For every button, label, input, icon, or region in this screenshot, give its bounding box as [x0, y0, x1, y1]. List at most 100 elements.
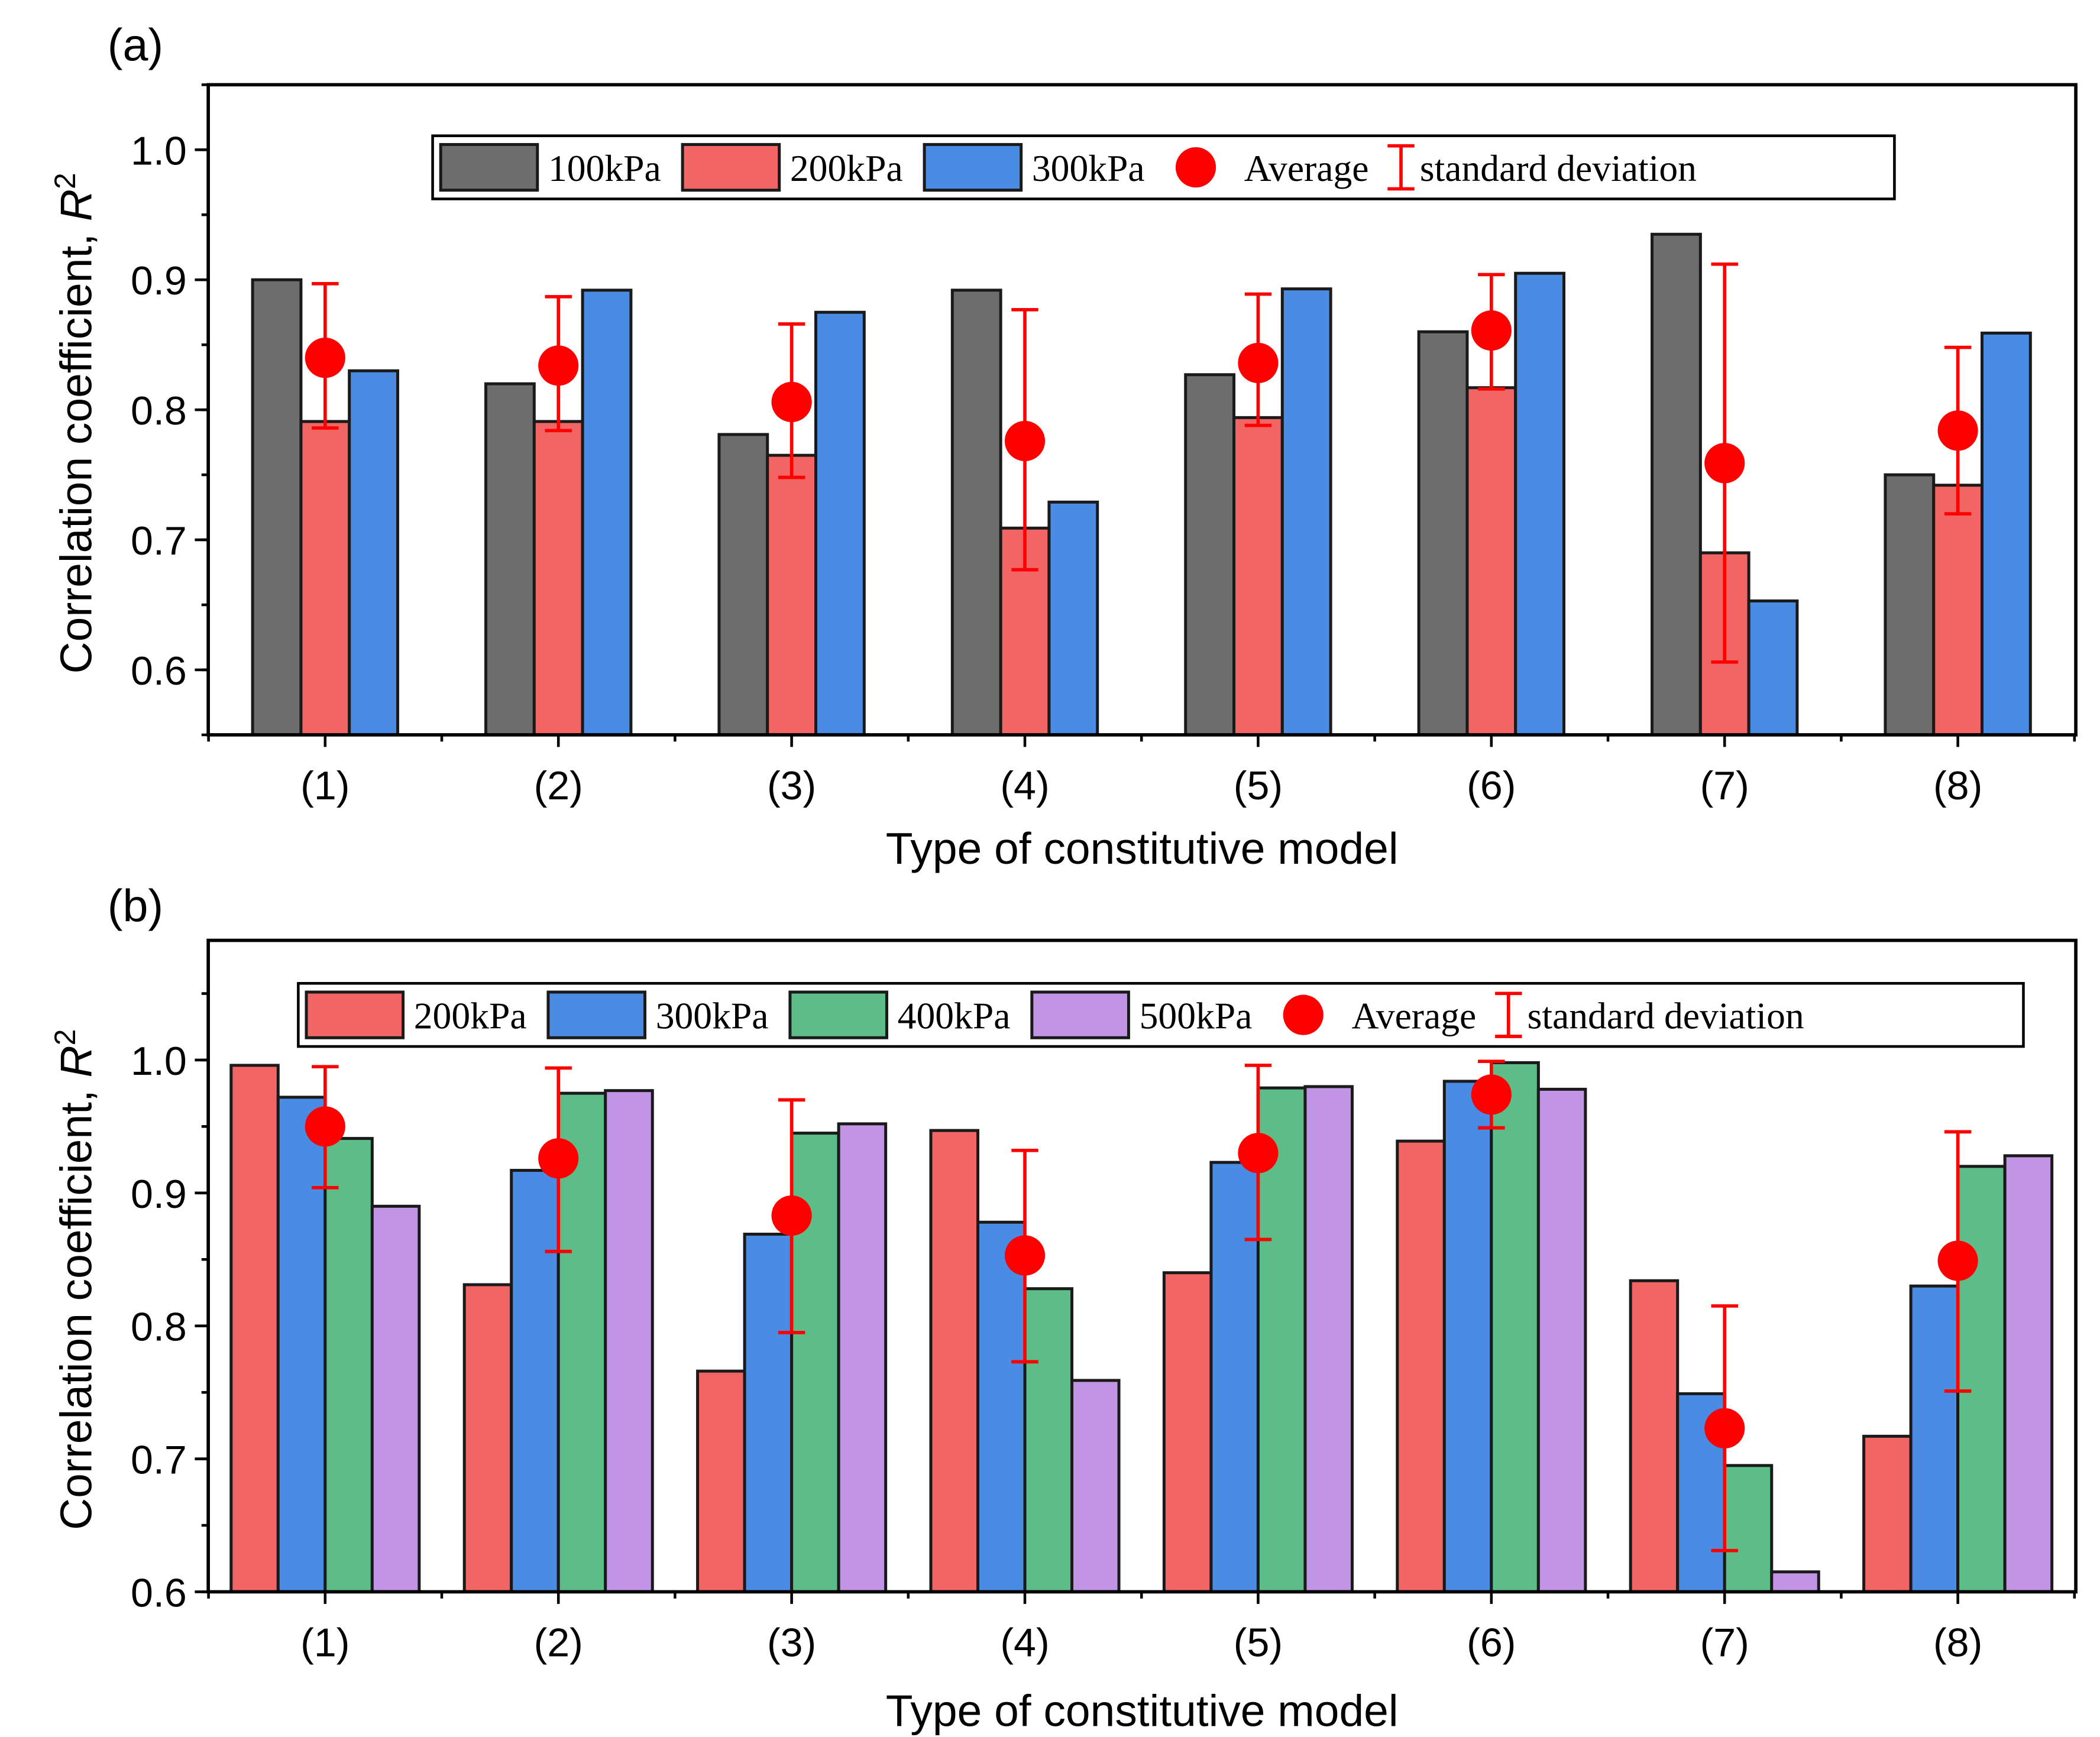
bar-100kPa-3	[950, 289, 1002, 737]
average-point-6	[1704, 443, 1745, 484]
x-tick-label: (2)	[534, 1620, 583, 1665]
y-axis-label-symbol: R	[51, 1045, 101, 1077]
bar-200kPa-3	[929, 1129, 979, 1593]
average-point-7	[1937, 1240, 1978, 1281]
bar-100kPa-2	[717, 433, 769, 737]
bar-500kPa-4	[1303, 1085, 1354, 1593]
legend-label: 300kPa	[656, 994, 769, 1036]
bar-200kPa-1	[462, 1283, 513, 1593]
x-tick-label: (4)	[1000, 763, 1049, 808]
bar-200kPa-5	[1465, 386, 1517, 737]
x-tick-label: (3)	[767, 763, 816, 808]
y-axis-label-text: Correlation coefficient,	[51, 221, 101, 673]
average-point-0	[305, 338, 345, 378]
bar-300kPa-5	[1514, 271, 1566, 737]
y-tick-label: 0.9	[131, 258, 187, 303]
bar-400kPa-6	[1723, 1464, 1774, 1593]
y-tick-label: 0.8	[131, 388, 187, 433]
legend-average-marker	[1283, 994, 1324, 1035]
legend-swatch-200kPa	[305, 990, 405, 1039]
average-point-4	[1238, 342, 1279, 384]
panel-label: (b)	[108, 881, 163, 932]
legend-swatch-400kPa	[788, 990, 888, 1039]
x-tick-label: (1)	[300, 763, 350, 808]
y-tick-label: 0.7	[131, 518, 187, 563]
x-tick-label: (3)	[767, 1620, 816, 1665]
bar-300kPa-7	[1981, 331, 2032, 737]
bar-200kPa-4	[1232, 416, 1284, 737]
legend-label: 200kPa	[790, 147, 903, 189]
bar-300kPa-5	[1442, 1080, 1493, 1593]
x-tick-label: (7)	[1700, 763, 1749, 808]
bar-200kPa-6	[1629, 1279, 1680, 1593]
bar-500kPa-3	[1070, 1379, 1121, 1593]
bar-200kPa-0	[299, 420, 351, 737]
legend-label: standard deviation	[1528, 994, 1804, 1036]
bar-500kPa-7	[2003, 1154, 2054, 1593]
average-point-2	[771, 1195, 812, 1236]
bar-500kPa-0	[370, 1204, 421, 1593]
x-tick-label: (6)	[1467, 763, 1516, 808]
legend-label: 300kPa	[1032, 147, 1145, 189]
average-point-5	[1471, 1074, 1512, 1115]
bar-200kPa-7	[1932, 484, 1984, 737]
average-point-5	[1471, 310, 1512, 351]
panel-label: (a)	[108, 20, 163, 70]
legend-swatch-300kPa	[923, 142, 1023, 192]
plot-frame	[206, 83, 2078, 737]
legend-swatch-300kPa	[546, 990, 647, 1039]
bar-300kPa-0	[348, 369, 399, 737]
legend-swatch-200kPa	[681, 142, 781, 192]
x-tick-label: (4)	[1000, 1620, 1049, 1665]
x-tick-label: (2)	[534, 763, 583, 808]
bar-500kPa-2	[837, 1122, 888, 1593]
panel-a: (a) (1) (2) (3) (4) (5) (6) (7) (8) 0.6 0.7 0.8 0.9 1…	[48, 20, 2078, 873]
average-point-7	[1937, 410, 1978, 451]
legend-average-marker	[1175, 147, 1216, 188]
bar-500kPa-6	[1770, 1570, 1820, 1593]
bar-300kPa-2	[743, 1233, 794, 1593]
bar-100kPa-6	[1651, 232, 1702, 737]
bar-400kPa-3	[1023, 1287, 1074, 1593]
y-tick-label: 0.6	[131, 1570, 187, 1615]
y-axis-label-symbol: R	[51, 189, 101, 221]
legend-label: 200kPa	[414, 994, 527, 1036]
bar-200kPa-0	[229, 1064, 280, 1593]
y-axis-label-superscript: 2	[48, 1029, 82, 1046]
x-tick-label: (6)	[1467, 1620, 1516, 1665]
bar-200kPa-2	[766, 453, 818, 737]
average-point-1	[538, 345, 579, 386]
bar-300kPa-1	[581, 289, 633, 737]
y-tick-label: 1.0	[131, 128, 187, 173]
bar-300kPa-2	[814, 310, 866, 737]
bar-500kPa-1	[604, 1089, 654, 1593]
legend: 100kPa 200kPa 300kPa Average standard deviat…	[431, 134, 1896, 200]
legend: 200kPa 300kPa 400kPa 500kPa Average standard …	[297, 981, 2025, 1048]
bar-300kPa-3	[1047, 500, 1099, 737]
average-point-3	[1004, 420, 1046, 462]
legend-label: 400kPa	[898, 994, 1011, 1036]
average-point-1	[538, 1138, 579, 1179]
average-point-6	[1704, 1408, 1745, 1448]
bar-100kPa-4	[1184, 373, 1236, 737]
x-tick-label: (1)	[300, 1620, 350, 1665]
y-tick-label: 0.7	[131, 1438, 187, 1483]
bar-200kPa-2	[696, 1369, 746, 1593]
y-tick-label: 0.6	[131, 649, 187, 693]
y-tick-label: 0.9	[131, 1172, 187, 1217]
bar-300kPa-1	[510, 1169, 560, 1593]
legend-box	[431, 134, 1896, 200]
y-axis-label-superscript: 2	[48, 173, 82, 189]
legend-swatch-500kPa	[1030, 990, 1130, 1039]
legend-label: 500kPa	[1140, 994, 1253, 1036]
y-axis-label: Correlation coefficient, R2	[48, 1029, 101, 1530]
x-tick-label: (7)	[1700, 1620, 1749, 1665]
bar-200kPa-4	[1162, 1271, 1213, 1593]
bar-400kPa-0	[323, 1137, 374, 1593]
bar-300kPa-7	[1909, 1284, 1960, 1593]
bar-300kPa-6	[1747, 599, 1799, 737]
bar-500kPa-5	[1536, 1087, 1587, 1593]
bar-400kPa-5	[1490, 1061, 1540, 1593]
bar-300kPa-3	[976, 1220, 1027, 1593]
legend-label: 100kPa	[548, 147, 661, 189]
